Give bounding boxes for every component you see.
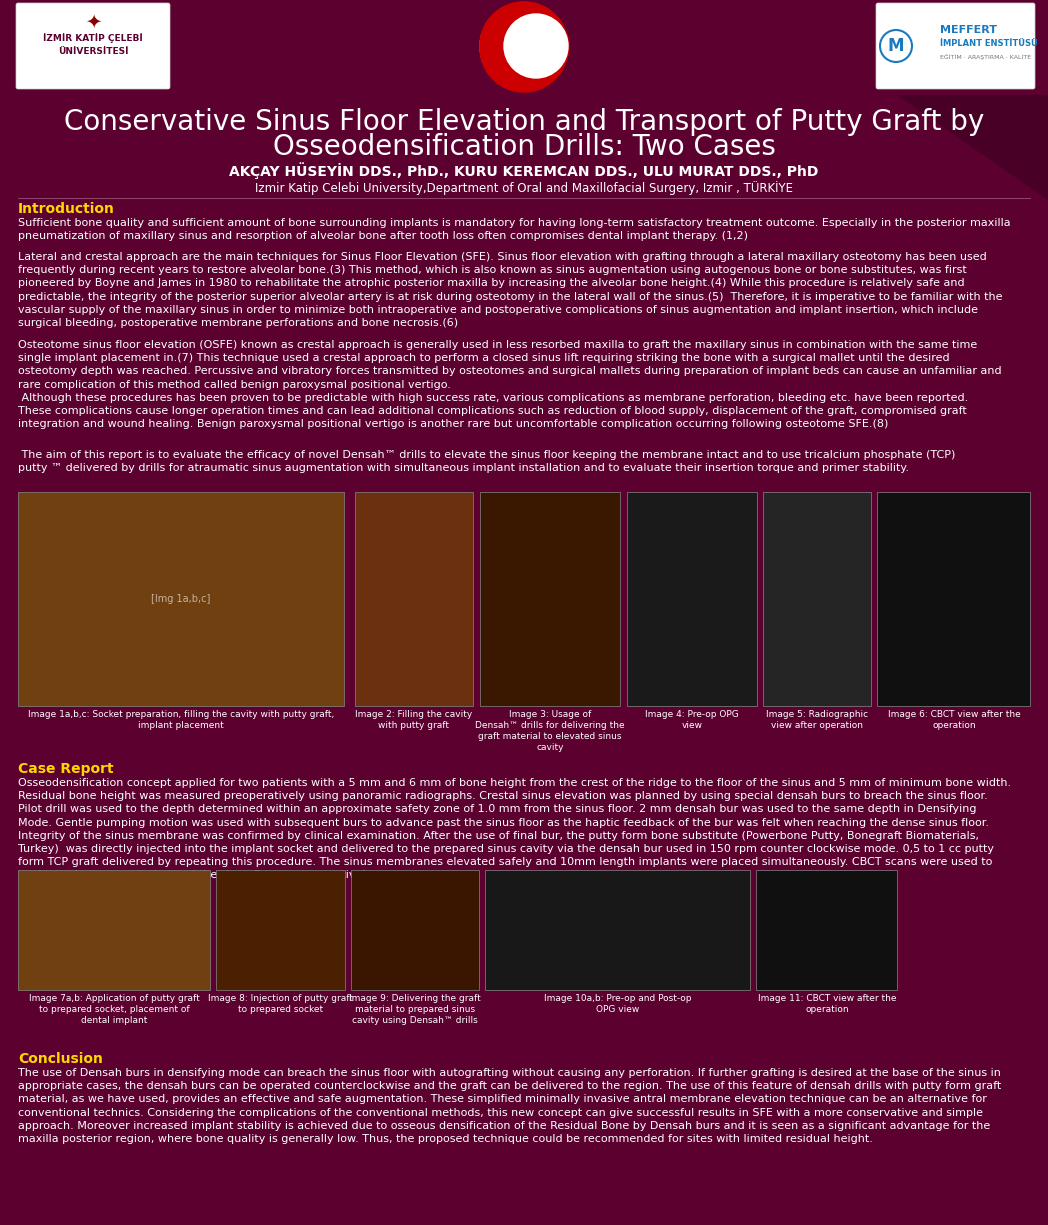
Text: Conservative Sinus Floor Elevation and Transport of Putty Graft by: Conservative Sinus Floor Elevation and T… bbox=[64, 108, 984, 136]
FancyBboxPatch shape bbox=[18, 492, 344, 706]
Text: Sufficient bone quality and sufficient amount of bone surrounding implants is ma: Sufficient bone quality and sufficient a… bbox=[18, 218, 1010, 241]
Circle shape bbox=[480, 10, 552, 82]
Text: AKÇAY HÜSEYİN DDS., PhD., KURU KEREMCAN DDS., ULU MURAT DDS., PhD: AKÇAY HÜSEYİN DDS., PhD., KURU KEREMCAN… bbox=[230, 162, 818, 179]
FancyBboxPatch shape bbox=[627, 492, 757, 706]
Text: Image 6: CBCT view after the
operation: Image 6: CBCT view after the operation bbox=[888, 710, 1021, 730]
Text: ☽: ☽ bbox=[500, 36, 528, 65]
Text: [Img 1a,b,c]: [Img 1a,b,c] bbox=[151, 594, 211, 604]
Text: The aim of this report is to evaluate the efficacy of novel Densah™ drills to el: The aim of this report is to evaluate th… bbox=[18, 450, 956, 473]
FancyBboxPatch shape bbox=[16, 2, 170, 89]
Polygon shape bbox=[760, 0, 1048, 200]
Text: ÜNİVERSİTESİ: ÜNİVERSİTESİ bbox=[58, 48, 128, 56]
Text: Image 1a,b,c: Socket preparation, filling the cavity with putty graft,
implant p: Image 1a,b,c: Socket preparation, fillin… bbox=[28, 710, 334, 730]
Circle shape bbox=[480, 4, 568, 92]
Circle shape bbox=[504, 13, 568, 78]
FancyBboxPatch shape bbox=[763, 492, 871, 706]
Text: MEFFERT: MEFFERT bbox=[940, 24, 997, 36]
FancyBboxPatch shape bbox=[355, 492, 473, 706]
Circle shape bbox=[480, 2, 568, 89]
Text: Image 10a,b: Pre-op and Post-op
OPG view: Image 10a,b: Pre-op and Post-op OPG view bbox=[544, 993, 692, 1014]
FancyBboxPatch shape bbox=[216, 870, 345, 990]
Text: Izmir Katip Celebi University,Department of Oral and Maxillofacial Surgery, Izmi: Izmir Katip Celebi University,Department… bbox=[255, 181, 793, 195]
Text: Image 9: Delivering the graft
material to prepared sinus
cavity using Densah™ dr: Image 9: Delivering the graft material t… bbox=[349, 993, 481, 1025]
Text: Osteotome sinus floor elevation (OSFE) known as crestal approach is generally us: Osteotome sinus floor elevation (OSFE) k… bbox=[18, 341, 1002, 429]
Text: Image 5: Radiographic
view after operation: Image 5: Radiographic view after operati… bbox=[766, 710, 868, 730]
FancyBboxPatch shape bbox=[351, 870, 479, 990]
Text: Image 7a,b: Application of putty graft
to prepared socket, placement of
dental i: Image 7a,b: Application of putty graft t… bbox=[28, 993, 199, 1025]
Text: EĞİTİM · ARAŞTIRMA · KALİTE: EĞİTİM · ARAŞTIRMA · KALİTE bbox=[940, 54, 1031, 60]
Text: The use of Densah burs in densifying mode can breach the sinus floor with autogr: The use of Densah burs in densifying mod… bbox=[18, 1068, 1001, 1144]
Text: Image 11: CBCT view after the
operation: Image 11: CBCT view after the operation bbox=[758, 993, 896, 1014]
Text: Introduction: Introduction bbox=[18, 202, 115, 216]
Circle shape bbox=[480, 2, 568, 89]
Text: Conclusion: Conclusion bbox=[18, 1052, 103, 1066]
Text: Image 8: Injection of putty graft
to prepared socket: Image 8: Injection of putty graft to pre… bbox=[209, 993, 353, 1014]
FancyBboxPatch shape bbox=[485, 870, 750, 990]
Circle shape bbox=[503, 13, 569, 78]
Text: Osseodensification concept applied for two patients with a 5 mm and 6 mm of bone: Osseodensification concept applied for t… bbox=[18, 778, 1011, 881]
Text: Lateral and crestal approach are the main techniques for Sinus Floor Elevation (: Lateral and crestal approach are the mai… bbox=[18, 252, 1003, 328]
Text: ★: ★ bbox=[527, 38, 541, 54]
Text: Case Report: Case Report bbox=[18, 762, 113, 775]
FancyBboxPatch shape bbox=[0, 0, 1048, 96]
Text: Image 3: Usage of
Densah™ drills for delivering the
graft material to elevated s: Image 3: Usage of Densah™ drills for del… bbox=[475, 710, 625, 752]
FancyBboxPatch shape bbox=[480, 492, 620, 706]
Text: İZMİR KATİP ÇELEBİ: İZMİR KATİP ÇELEBİ bbox=[43, 33, 143, 43]
Text: Image 2: Filling the cavity
with putty graft: Image 2: Filling the cavity with putty g… bbox=[355, 710, 473, 730]
Text: ✦: ✦ bbox=[85, 12, 102, 32]
FancyBboxPatch shape bbox=[877, 492, 1030, 706]
Text: Osseodensification Drills: Two Cases: Osseodensification Drills: Two Cases bbox=[272, 134, 776, 160]
Text: M: M bbox=[888, 37, 904, 55]
FancyBboxPatch shape bbox=[876, 2, 1035, 89]
FancyBboxPatch shape bbox=[756, 870, 897, 990]
Text: İMPLANT ENSTİTÜSÜ: İMPLANT ENSTİTÜSÜ bbox=[940, 39, 1038, 49]
Text: Image 4: Pre-op OPG
view: Image 4: Pre-op OPG view bbox=[646, 710, 739, 730]
FancyBboxPatch shape bbox=[18, 870, 210, 990]
